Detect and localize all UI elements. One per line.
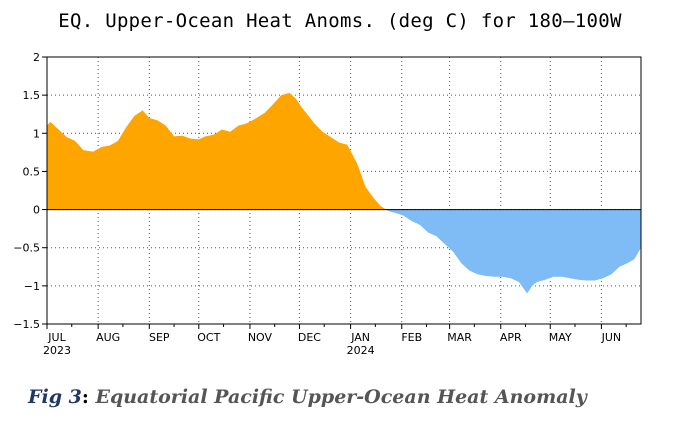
x-tick-label: JAN <box>350 331 370 344</box>
x-tick-label: OCT <box>197 331 220 344</box>
negative-anomaly-area <box>47 209 641 294</box>
y-tick-label: −1 <box>24 280 40 293</box>
x-tick-label: JUL <box>47 331 66 344</box>
caption-separator: : <box>81 386 89 408</box>
y-tick-label: 1.5 <box>23 89 41 102</box>
x-tick-label: MAR <box>447 331 472 344</box>
y-tick-label: 1 <box>33 127 40 140</box>
x-tick-label: DEC <box>298 331 321 344</box>
x-year-label: 2024 <box>347 344 375 357</box>
plot-frame <box>46 56 642 325</box>
figure-caption: Fig 3: Equatorial Pacific Upper-Ocean He… <box>28 386 587 408</box>
area-layer <box>47 92 641 294</box>
x-tick-label: NOV <box>248 331 273 344</box>
x-tick-label: FEB <box>401 331 422 344</box>
chart-title: EQ. Upper-Ocean Heat Anoms. (deg C) for … <box>58 10 622 32</box>
x-tick-label: JUN <box>601 331 622 344</box>
x-year-label: 2023 <box>43 344 71 357</box>
y-tick-label: 0.5 <box>23 165 41 178</box>
y-tick-label: −0.5 <box>13 242 40 255</box>
caption-fig-label: Fig 3 <box>28 386 82 408</box>
caption-text: Equatorial Pacific Upper-Ocean Heat Anom… <box>95 386 587 408</box>
positive-anomaly-area <box>47 92 641 210</box>
y-tick-label: 0 <box>33 204 40 217</box>
y-tick-label: −1.5 <box>13 318 40 331</box>
x-tick-label: AUG <box>96 331 120 344</box>
x-tick-label: MAY <box>549 331 572 344</box>
y-tick-label: 2 <box>33 51 40 64</box>
x-tick-label: APR <box>500 331 522 344</box>
x-tick-label: SEP <box>149 331 170 344</box>
